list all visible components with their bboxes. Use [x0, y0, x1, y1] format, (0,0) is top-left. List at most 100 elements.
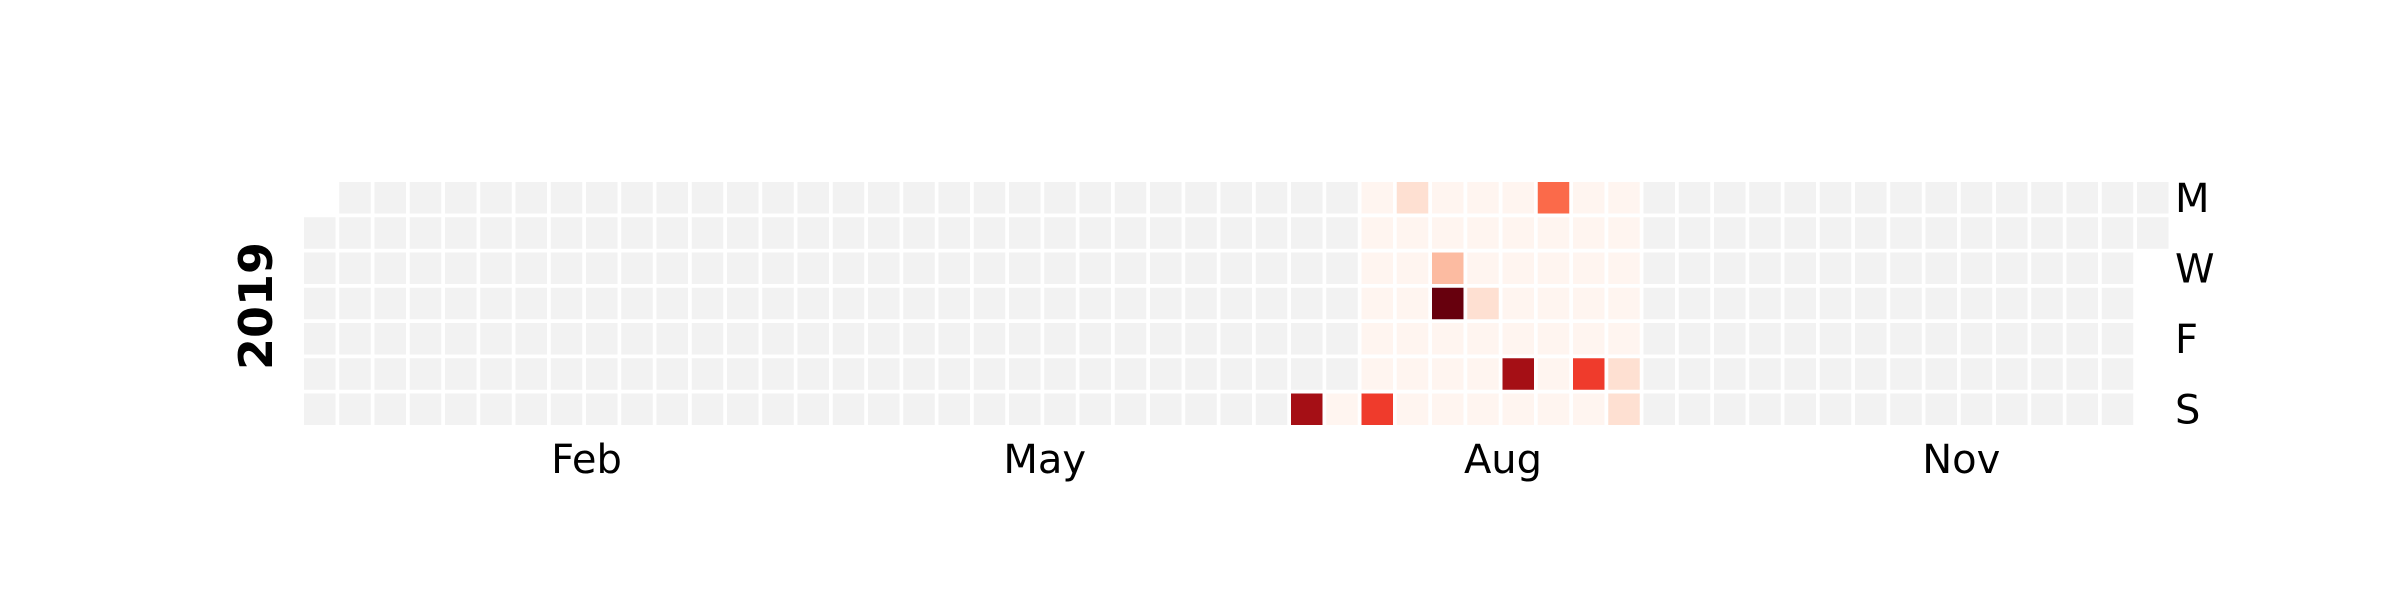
heatmap-cell [903, 287, 935, 320]
heatmap-cell [832, 287, 865, 320]
heatmap-cell [1502, 287, 1534, 320]
heatmap-cell [1255, 323, 1288, 355]
heatmap-cell [1185, 323, 1217, 355]
heatmap-cell [1643, 252, 1675, 284]
heatmap-cell [1925, 323, 1957, 355]
heatmap-cell [868, 182, 900, 214]
heatmap-cell [515, 323, 547, 355]
heatmap-cell [1784, 323, 1816, 355]
heatmap-cell [1291, 393, 1323, 425]
heatmap-cell [973, 393, 1006, 425]
heatmap-cell [1326, 182, 1358, 214]
heatmap-cell [1784, 217, 1816, 249]
heatmap-cell [586, 182, 618, 214]
month-label: Nov [1922, 437, 2000, 483]
heatmap-cell [445, 323, 477, 355]
heatmap-cell [1185, 287, 1217, 320]
heatmap-cell [1009, 182, 1041, 214]
heatmap-cell [762, 287, 794, 320]
heatmap-cell [1079, 252, 1111, 284]
heatmap-cell [1608, 252, 1640, 284]
heatmap-cell [797, 182, 829, 214]
heatmap-cell [656, 323, 688, 355]
heatmap-cell [1291, 182, 1323, 214]
heatmap-cell [832, 323, 865, 355]
heatmap-cell [797, 252, 829, 284]
heatmap-cell [1079, 182, 1111, 214]
heatmap-cell [2137, 217, 2169, 249]
heatmap-cell [1714, 287, 1746, 320]
heatmap-cell [1502, 393, 1534, 425]
heatmap-cell [868, 393, 900, 425]
heatmap-cell [550, 287, 583, 320]
heatmap-cell [938, 393, 970, 425]
heatmap-cell [1009, 217, 1041, 249]
heatmap-cell [1890, 252, 1922, 284]
heatmap-cell [374, 252, 406, 284]
heatmap-cell [1326, 287, 1358, 320]
heatmap-cell [2031, 182, 2063, 214]
heatmap-cell [409, 393, 442, 425]
heatmap-cell [515, 358, 547, 390]
heatmap-cell [938, 287, 970, 320]
heatmap-cell [2101, 393, 2134, 425]
heatmap-cell [973, 217, 1006, 249]
heatmap-cell [1009, 358, 1041, 390]
heatmap-cell [1220, 393, 1252, 425]
heatmap-cell [1432, 393, 1464, 425]
heatmap-cell [1643, 287, 1675, 320]
heatmap-cell [1608, 323, 1640, 355]
weekday-label: F [2175, 317, 2198, 363]
heatmap-cell [797, 393, 829, 425]
heatmap-cell [1890, 182, 1922, 214]
heatmap-cell [480, 252, 512, 284]
heatmap-cell [621, 252, 653, 284]
heatmap-cell [938, 182, 970, 214]
heatmap-cell [1749, 217, 1781, 249]
heatmap-cell [656, 287, 688, 320]
heatmap-cell [868, 287, 900, 320]
heatmap-cell [1925, 252, 1957, 284]
heatmap-cell [1396, 217, 1429, 249]
heatmap-cell [1502, 182, 1534, 214]
heatmap-cell [1361, 393, 1393, 425]
heatmap-cell [1573, 252, 1605, 284]
heatmap-cell [727, 323, 759, 355]
heatmap-cell [409, 287, 442, 320]
heatmap-cell [1255, 358, 1288, 390]
heatmap-cell [1114, 323, 1147, 355]
heatmap-cell [1009, 287, 1041, 320]
heatmap-cell [586, 287, 618, 320]
heatmap-cell [903, 323, 935, 355]
heatmap-cell [1819, 217, 1852, 249]
heatmap-cell [1220, 323, 1252, 355]
heatmap-cell [586, 393, 618, 425]
heatmap-cell [1220, 287, 1252, 320]
heatmap-cell [1044, 182, 1076, 214]
heatmap-cell [1467, 393, 1499, 425]
heatmap-cell [691, 393, 724, 425]
heatmap-cell [1608, 287, 1640, 320]
heatmap-cell [1396, 358, 1429, 390]
heatmap-cell [1467, 252, 1499, 284]
heatmap-cell [1044, 252, 1076, 284]
heatmap-cell [973, 182, 1006, 214]
heatmap-cell [1925, 182, 1957, 214]
weekday-label: W [2175, 246, 2215, 292]
heatmap-cell [1432, 287, 1464, 320]
heatmap-cell [1643, 393, 1675, 425]
heatmap-cell [1925, 358, 1957, 390]
heatmap-cell [1185, 358, 1217, 390]
heatmap-cell [1255, 252, 1288, 284]
heatmap-cell [1714, 217, 1746, 249]
heatmap-cell [445, 287, 477, 320]
heatmap-cell [762, 393, 794, 425]
heatmap-cell [1537, 358, 1570, 390]
heatmap-cell [1573, 358, 1605, 390]
heatmap-cell [1573, 217, 1605, 249]
heatmap-cell [1079, 217, 1111, 249]
heatmap-cell [1396, 287, 1429, 320]
heatmap-cell [1784, 182, 1816, 214]
heatmap-cell [1819, 393, 1852, 425]
heatmap-cell [1185, 217, 1217, 249]
